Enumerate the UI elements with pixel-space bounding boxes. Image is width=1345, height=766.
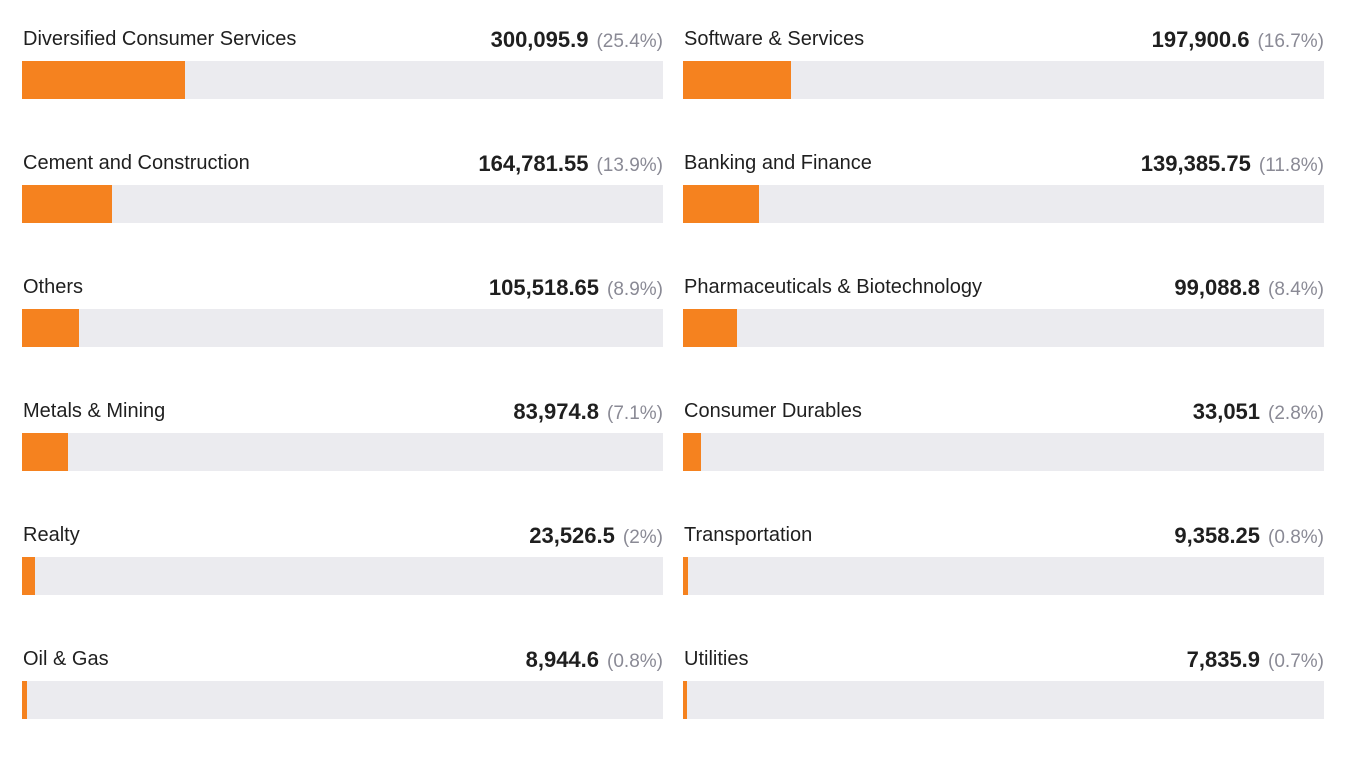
sector-header: Transportation 9,358.25 (0.8%)	[683, 518, 1324, 556]
sector-name: Metals & Mining	[23, 400, 166, 422]
sector-figures: 164,781.55 (13.9%)	[478, 151, 663, 177]
sector-percent: (0.7%)	[1268, 651, 1324, 672]
sector-row: Banking and Finance 139,385.75 (11.8%)	[683, 146, 1324, 270]
bar-track	[22, 185, 663, 223]
sector-name: Others	[23, 276, 84, 298]
bar-track	[22, 309, 663, 347]
bar-track	[22, 61, 663, 99]
sector-figures: 9,358.25 (0.8%)	[1174, 523, 1324, 549]
sector-figures: 300,095.9 (25.4%)	[491, 27, 663, 53]
bar-track	[683, 681, 1324, 719]
sector-header: Pharmaceuticals & Biotechnology 99,088.8 (…	[683, 270, 1324, 308]
bar-fill	[683, 185, 759, 223]
sector-row: Metals & Mining 83,974.8 (7.1%)	[22, 394, 663, 518]
bar-fill	[22, 309, 80, 347]
sector-row: Diversified Consumer Services 300,095.9 (2…	[22, 22, 663, 146]
sector-value: 105,518.65	[488, 275, 600, 300]
sector-header: Software & Services 197,900.6 (16.7%)	[683, 22, 1324, 60]
sector-row: Pharmaceuticals & Biotechnology 99,088.8 (…	[683, 270, 1324, 394]
sector-percent: (8.4%)	[1268, 279, 1324, 300]
sector-header: Others 105,518.65 (8.9%)	[22, 270, 663, 308]
sector-allocation-chart: Diversified Consumer Services 300,095.9 (2…	[22, 22, 1324, 766]
sector-row: Software & Services 197,900.6 (16.7%)	[683, 22, 1324, 146]
sector-name: Pharmaceuticals & Biotechnology	[684, 276, 982, 298]
sector-figures: 83,974.8 (7.1%)	[513, 399, 663, 425]
sector-figures: 105,518.65 (8.9%)	[489, 275, 663, 301]
sector-figures: 8,944.6 (0.8%)	[526, 647, 663, 673]
sector-percent: (13.9%)	[596, 155, 663, 176]
sector-header: Oil & Gas 8,944.6 (0.8%)	[22, 642, 663, 680]
sector-name: Transportation	[684, 524, 813, 546]
sector-percent: (7.1%)	[607, 403, 663, 424]
sector-figures: 7,835.9 (0.7%)	[1187, 647, 1324, 673]
sector-value: 7,835.9	[1186, 647, 1261, 672]
sector-name: Software & Services	[684, 28, 865, 50]
bar-track	[22, 433, 663, 471]
sector-row: Utilities 7,835.9 (0.7%)	[683, 642, 1324, 766]
bar-fill	[683, 433, 701, 471]
sector-percent: (2%)	[622, 527, 663, 548]
sector-figures: 33,051 (2.8%)	[1193, 399, 1324, 425]
sector-header: Consumer Durables 33,051 (2.8%)	[683, 394, 1324, 432]
sector-row: Oil & Gas 8,944.6 (0.8%)	[22, 642, 663, 766]
sector-value: 8,944.6	[525, 647, 600, 672]
sector-value: 139,385.75	[1140, 151, 1251, 176]
sector-percent: (0.8%)	[1268, 527, 1324, 548]
bar-track	[22, 681, 663, 719]
bar-fill	[22, 61, 185, 99]
sector-row: Consumer Durables 33,051 (2.8%)	[683, 394, 1324, 518]
sector-figures: 197,900.6 (16.7%)	[1152, 27, 1324, 53]
sector-value: 23,526.5	[529, 523, 615, 548]
sector-value: 99,088.8	[1174, 275, 1261, 300]
bar-track	[683, 433, 1324, 471]
sector-value: 33,051	[1192, 399, 1261, 424]
sector-row: Cement and Construction 164,781.55 (13.9%)	[22, 146, 663, 270]
sector-value: 83,974.8	[513, 399, 600, 424]
sector-figures: 99,088.8 (8.4%)	[1174, 275, 1324, 301]
sector-row: Others 105,518.65 (8.9%)	[22, 270, 663, 394]
bar-track	[683, 61, 1324, 99]
sector-header: Diversified Consumer Services 300,095.9 (2…	[22, 22, 663, 60]
sector-value: 197,900.6	[1151, 27, 1250, 52]
sector-percent: (11.8%)	[1258, 155, 1324, 176]
sector-name: Oil & Gas	[23, 648, 109, 670]
bar-track	[683, 185, 1324, 223]
bar-fill	[22, 433, 68, 471]
bar-track	[683, 557, 1324, 595]
sector-name: Consumer Durables	[684, 400, 862, 422]
sector-header: Banking and Finance 139,385.75 (11.8%)	[683, 146, 1324, 184]
bar-fill	[683, 61, 791, 99]
sector-figures: 23,526.5 (2%)	[529, 523, 663, 549]
sector-row: Transportation 9,358.25 (0.8%)	[683, 518, 1324, 642]
bar-fill	[22, 185, 112, 223]
sector-header: Utilities 7,835.9 (0.7%)	[683, 642, 1324, 680]
bar-track	[683, 309, 1324, 347]
sector-percent: (8.9%)	[607, 279, 663, 300]
sector-name: Utilities	[684, 648, 749, 670]
sector-value: 9,358.25	[1174, 523, 1261, 548]
sector-name: Banking and Finance	[684, 152, 872, 174]
sector-header: Realty 23,526.5 (2%)	[22, 518, 663, 556]
sector-name: Diversified Consumer Services	[23, 28, 297, 50]
bar-fill	[683, 309, 737, 347]
sector-name: Cement and Construction	[23, 152, 250, 174]
sector-header: Cement and Construction 164,781.55 (13.9%)	[22, 146, 663, 184]
sector-figures: 139,385.75 (11.8%)	[1141, 151, 1324, 177]
sector-row: Realty 23,526.5 (2%)	[22, 518, 663, 642]
bar-fill	[22, 557, 35, 595]
sector-percent: (0.8%)	[607, 651, 663, 672]
sector-value: 300,095.9	[490, 27, 589, 52]
sector-percent: (16.7%)	[1257, 31, 1324, 52]
sector-percent: (25.4%)	[596, 31, 663, 52]
sector-percent: (2.8%)	[1268, 403, 1324, 424]
sector-value: 164,781.55	[478, 151, 589, 176]
sector-header: Metals & Mining 83,974.8 (7.1%)	[22, 394, 663, 432]
sector-name: Realty	[23, 524, 80, 546]
bar-track	[22, 557, 663, 595]
bar-fill	[22, 681, 27, 719]
bar-fill	[683, 557, 689, 595]
bar-fill	[683, 681, 688, 719]
